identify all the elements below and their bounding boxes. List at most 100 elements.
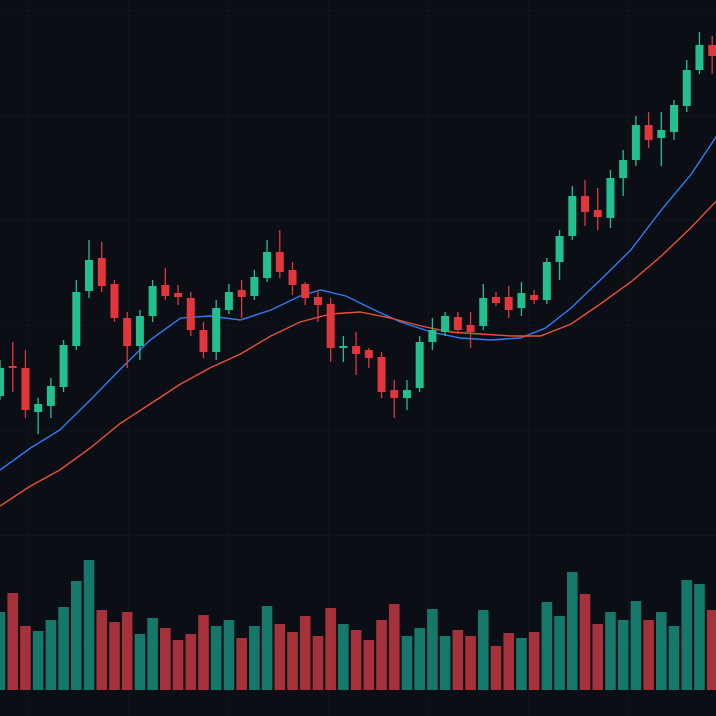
- candle-body: [491, 297, 500, 303]
- candle-body: [568, 196, 577, 236]
- candle-body: [441, 316, 450, 332]
- volume-bar: [541, 602, 553, 690]
- volume-bar: [605, 612, 616, 690]
- moving-average-line: [0, 200, 716, 507]
- candle-body: [59, 345, 68, 387]
- candle-body: [313, 297, 322, 305]
- candle-body: [466, 325, 475, 332]
- candle-body: [0, 368, 4, 396]
- volume-bar: [401, 636, 413, 690]
- candle-body: [530, 295, 539, 300]
- volume-bar: [274, 624, 286, 690]
- volume-bar: [71, 581, 82, 690]
- volume-bar: [668, 626, 680, 690]
- volume-bar: [388, 604, 400, 690]
- volume-bar: [210, 626, 222, 690]
- volume-bar: [261, 606, 273, 690]
- volume-bar: [617, 620, 629, 690]
- candle-body: [199, 330, 208, 352]
- candle-body: [377, 357, 386, 392]
- volume-bar: [681, 580, 693, 690]
- volume-bar: [694, 584, 705, 690]
- volume-bar: [414, 628, 425, 690]
- volume-bar: [0, 612, 6, 690]
- volume-bar: [465, 636, 476, 690]
- volume-bar: [376, 620, 387, 690]
- volume-bar: [223, 620, 235, 690]
- candle-body: [288, 270, 297, 285]
- candle-body: [237, 290, 246, 297]
- candle-body: [390, 390, 399, 398]
- volume-bar: [32, 631, 44, 690]
- candle-body: [555, 236, 564, 262]
- volume-bar: [503, 633, 515, 690]
- volume-bar: [147, 618, 158, 690]
- candles: [0, 32, 716, 434]
- candle-body: [148, 286, 157, 316]
- volume-bar: [172, 640, 184, 690]
- volume-bar: [452, 630, 464, 690]
- candle-body: [695, 45, 704, 70]
- volume-bar: [236, 638, 247, 690]
- candle-body: [212, 308, 221, 352]
- candle-body: [644, 125, 653, 140]
- candle-body: [593, 210, 602, 217]
- volume-bar: [566, 572, 578, 690]
- volume-bar: [363, 640, 375, 690]
- volume-bar: [58, 607, 69, 690]
- candle-body: [708, 45, 716, 56]
- candle-body: [97, 258, 106, 286]
- volume-bar: [630, 601, 642, 690]
- candle-body: [224, 292, 233, 310]
- candle-body: [352, 346, 361, 354]
- candle-body: [402, 390, 411, 398]
- candle-body: [657, 130, 666, 138]
- candle-body: [606, 178, 615, 218]
- volume-bar: [325, 608, 336, 690]
- volume-bar: [198, 615, 209, 690]
- candle-body: [542, 262, 551, 300]
- candle-body: [339, 346, 348, 348]
- volume-bar: [134, 634, 146, 690]
- candle-body: [135, 316, 144, 346]
- candle-body: [479, 298, 488, 326]
- candle-body: [161, 285, 170, 296]
- volume-bar: [160, 628, 171, 690]
- moving-average-line: [0, 135, 716, 471]
- candle-body: [174, 293, 183, 297]
- volume-bar: [643, 620, 654, 690]
- candle-body: [123, 318, 132, 346]
- candle-body: [504, 297, 513, 310]
- volume-bar: [249, 626, 260, 690]
- volume-bar: [185, 634, 197, 690]
- volume-bar: [592, 624, 604, 690]
- candle-body: [85, 260, 94, 291]
- volume-bar: [554, 616, 565, 690]
- candle-body: [428, 330, 437, 342]
- volume-bar: [706, 610, 716, 690]
- volume-bar: [579, 594, 591, 690]
- volume-bar: [83, 560, 95, 690]
- candle-body: [517, 293, 526, 308]
- volume-bar: [299, 616, 311, 690]
- volume-bar: [350, 630, 362, 690]
- volume-bar: [312, 636, 324, 690]
- candle-body: [301, 284, 310, 298]
- candle-body: [110, 284, 119, 318]
- volume-bar: [528, 632, 540, 690]
- volume-bar: [656, 612, 667, 690]
- volume-bar: [338, 624, 349, 690]
- candle-body: [46, 386, 55, 406]
- candle-body: [670, 105, 679, 132]
- candle-body: [326, 304, 335, 348]
- volume-bar: [7, 593, 19, 690]
- candle-body: [631, 125, 640, 160]
- volume-bar: [490, 646, 502, 690]
- candle-body: [21, 368, 30, 410]
- volume-bar: [287, 632, 298, 690]
- candle-body: [72, 292, 81, 346]
- candle-body: [263, 252, 272, 278]
